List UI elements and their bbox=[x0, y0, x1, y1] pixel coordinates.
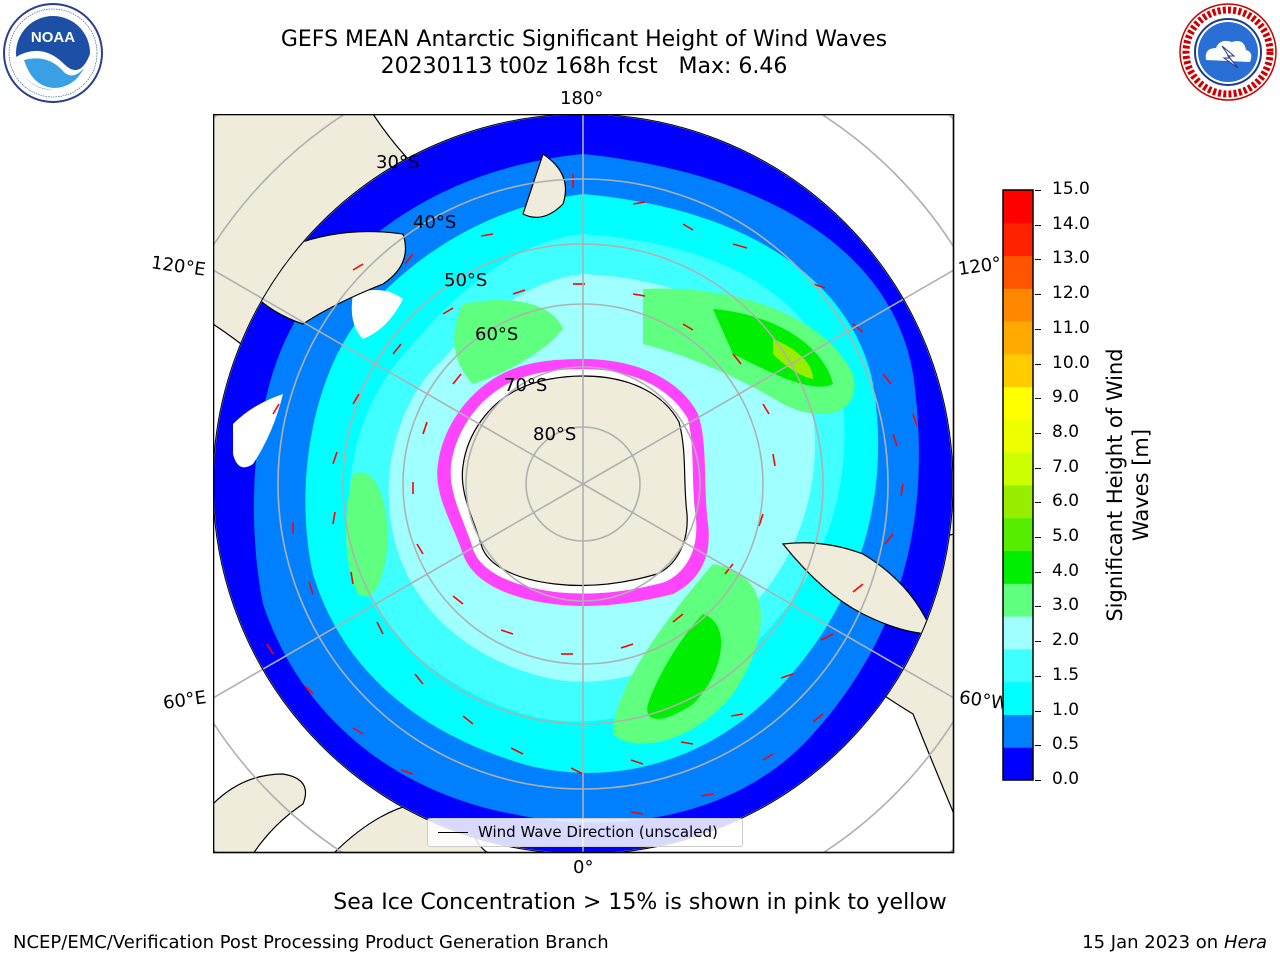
colorbar-tick-mark bbox=[1035, 675, 1041, 677]
colorbar-tick-label: 1.0 bbox=[1052, 699, 1080, 720]
lon-label-60e: 60°E bbox=[161, 687, 208, 714]
colorbar-tick-label: 5.0 bbox=[1052, 526, 1080, 547]
noaa-logo: NOAA bbox=[3, 3, 103, 103]
colorbar-tick-label: 14.0 bbox=[1052, 213, 1090, 234]
colorbar-tick-label: 3.0 bbox=[1052, 595, 1080, 616]
legend-label: Wind Wave Direction (unscaled) bbox=[478, 823, 718, 841]
footer-date: 15 Jan 2023 on Hera bbox=[1082, 932, 1267, 953]
lat-label-30s: 30°S bbox=[376, 152, 420, 173]
colorbar-tick-label: 15.0 bbox=[1052, 179, 1090, 199]
footer-machine: Hera bbox=[1223, 932, 1267, 953]
colorbar-segment bbox=[1003, 550, 1033, 584]
wave-height-field bbox=[213, 114, 953, 853]
colorbar-segment bbox=[1003, 583, 1033, 617]
colorbar-segment bbox=[1003, 222, 1033, 257]
colorbar-tick-mark bbox=[1035, 537, 1041, 539]
colorbar-segment bbox=[1003, 714, 1033, 748]
colorbar-tick-mark bbox=[1035, 398, 1041, 400]
colorbar-tick-label: 11.0 bbox=[1052, 317, 1090, 338]
lon-label-0: 0° bbox=[573, 857, 594, 878]
colorbar-tick-label: 0.0 bbox=[1052, 769, 1080, 789]
colorbar-tick-mark bbox=[1035, 606, 1041, 608]
colorbar-label: Significant Height of Wind Waves [m] bbox=[1103, 348, 1153, 622]
sea-ice-caption: Sea Ice Concentration > 15% is shown in … bbox=[333, 890, 947, 915]
colorbar-segment bbox=[1003, 681, 1033, 715]
colorbar-segment bbox=[1003, 517, 1033, 552]
footer-date-text: 15 Jan 2023 on bbox=[1082, 932, 1224, 953]
colorbar-tick-label: 1.5 bbox=[1052, 664, 1080, 685]
wave-direction-arrows bbox=[266, 174, 918, 815]
colorbar-segment bbox=[1003, 616, 1033, 650]
longitude-lines bbox=[213, 114, 954, 853]
colorbar-tick-mark bbox=[1035, 571, 1041, 573]
colorbar-tick-mark bbox=[1035, 224, 1041, 226]
colorbar-tick-label: 0.5 bbox=[1052, 734, 1080, 755]
svg-text:NOAA: NOAA bbox=[31, 29, 75, 46]
colorbar-segment bbox=[1003, 288, 1033, 322]
colorbar-tick-mark bbox=[1035, 780, 1041, 781]
antarctica bbox=[461, 375, 688, 587]
lat-label-80s: 80°S bbox=[533, 424, 577, 445]
colorbar-tick-mark bbox=[1035, 745, 1041, 747]
lat-label-60s: 60°S bbox=[475, 324, 519, 345]
lat-label-40s: 40°S bbox=[413, 212, 457, 233]
colorbar-tick-mark bbox=[1035, 294, 1041, 296]
colorbar-segment bbox=[1003, 419, 1033, 453]
colorbar-segment bbox=[1003, 353, 1033, 388]
lon-label-180: 180° bbox=[560, 88, 604, 109]
colorbar-segment bbox=[1003, 255, 1033, 289]
colorbar-tick-label: 4.0 bbox=[1052, 560, 1080, 581]
colorbar-tick-mark bbox=[1035, 259, 1041, 261]
colorbar-tick-mark bbox=[1035, 467, 1041, 469]
colorbar-tick-mark bbox=[1035, 328, 1041, 330]
colorbar-tick-label: 6.0 bbox=[1052, 491, 1080, 512]
colorbar-tick-mark bbox=[1035, 190, 1041, 191]
map-subtitle: 20230113 t00z 168h fcst Max: 6.46 bbox=[380, 54, 788, 79]
colorbar-tick-label: 2.0 bbox=[1052, 630, 1080, 651]
colorbar-tick-mark bbox=[1035, 641, 1041, 643]
footer-credit: NCEP/EMC/Verification Post Processing Pr… bbox=[13, 932, 609, 953]
lon-label-60w: 60°W bbox=[957, 687, 1005, 714]
map-legend: Wind Wave Direction (unscaled) bbox=[427, 818, 743, 847]
colorbar-tick-mark bbox=[1035, 363, 1041, 365]
lat-label-70s: 70°S bbox=[504, 375, 548, 396]
colorbar-segment bbox=[1003, 648, 1033, 683]
colorbar-tick-label: 10.0 bbox=[1052, 352, 1090, 373]
colorbar-segment bbox=[1003, 386, 1033, 420]
colorbar-segment bbox=[1003, 190, 1033, 224]
colorbar-tick-label: 8.0 bbox=[1052, 421, 1080, 442]
colorbar-tick-mark bbox=[1035, 502, 1041, 504]
colorbar-tick-label: 12.0 bbox=[1052, 283, 1090, 304]
colorbar-segment bbox=[1003, 485, 1033, 519]
colorbar-tick-label: 7.0 bbox=[1052, 456, 1080, 477]
legend-line-swatch bbox=[438, 832, 468, 833]
lat-label-50s: 50°S bbox=[444, 270, 488, 291]
lon-label-120e: 120°E bbox=[149, 252, 207, 281]
nws-logo bbox=[1179, 3, 1277, 101]
colorbar-tick-mark bbox=[1035, 432, 1041, 434]
colorbar-tick-mark bbox=[1035, 710, 1041, 712]
map-title: GEFS MEAN Antarctic Significant Height o… bbox=[280, 27, 888, 52]
colorbar-tick-label: 13.0 bbox=[1052, 248, 1090, 269]
colorbar-segment bbox=[1003, 747, 1033, 781]
colorbar bbox=[1002, 189, 1034, 781]
polar-map bbox=[213, 114, 955, 854]
colorbar-segment bbox=[1003, 321, 1033, 355]
colorbar-segment bbox=[1003, 452, 1033, 486]
lon-label-120w: 120°W bbox=[956, 253, 1004, 280]
colorbar-tick-label: 9.0 bbox=[1052, 387, 1080, 408]
